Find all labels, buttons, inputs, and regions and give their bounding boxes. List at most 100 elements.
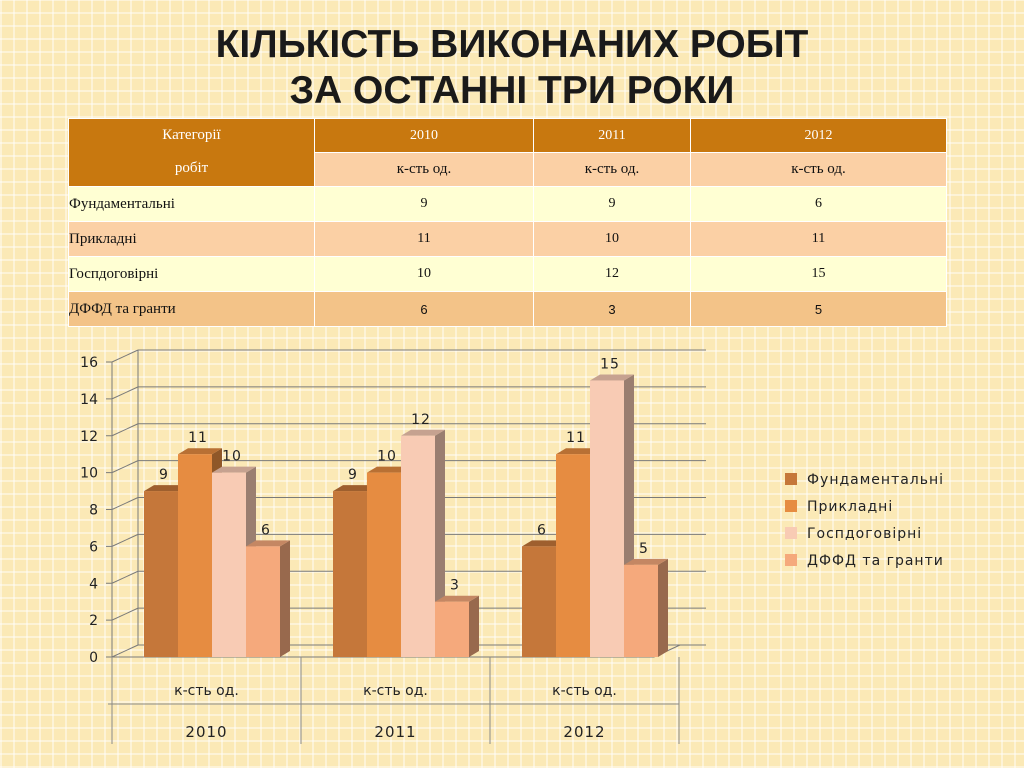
row-label: ДФФД та гранти — [68, 291, 315, 327]
row-label: Фундаментальні — [68, 186, 315, 222]
bar — [144, 491, 178, 657]
bar-value-label: 15 — [600, 356, 620, 372]
x-tick-sublabel: к-сть од. — [174, 683, 239, 699]
row-label: Госпдоговірні — [68, 256, 315, 292]
bar-side — [280, 540, 290, 657]
x-tick-label: 2011 — [374, 723, 416, 741]
header-unit: к-сть од. — [314, 152, 534, 187]
header-category-line2: робіт — [174, 160, 209, 176]
gridline-side — [111, 533, 139, 547]
table-cell: 5 — [690, 291, 947, 327]
bar-value-label: 5 — [639, 541, 649, 557]
bar — [246, 546, 280, 657]
data-table: Категорії робіт 2010 2011 2012 к-сть од.… — [68, 118, 947, 327]
bar — [624, 564, 658, 657]
bar-side — [658, 558, 668, 657]
gridline-side — [111, 497, 139, 510]
table-cell: 3 — [533, 291, 691, 327]
bar — [401, 435, 435, 657]
bar-top — [246, 540, 290, 547]
title-line-1: КІЛЬКІСТЬ ВИКОНАНИХ РОБІТ — [215, 23, 809, 66]
gridline-side — [111, 460, 139, 474]
table-cell: 9 — [314, 186, 534, 222]
y-tick-label: 8 — [89, 503, 98, 519]
bar-value-label: 9 — [159, 467, 169, 483]
table-cell: 15 — [690, 256, 947, 292]
gridline-side — [111, 349, 139, 363]
bar-value-label: 11 — [566, 430, 586, 446]
bar-top — [333, 485, 377, 492]
x-tick-label: 2010 — [185, 723, 227, 741]
bar-value-label: 9 — [348, 467, 358, 483]
header-unit: к-сть од. — [533, 152, 691, 187]
bar-top — [590, 374, 634, 381]
bar-value-label: 12 — [411, 412, 431, 428]
table-cell: 10 — [314, 256, 534, 292]
x-tick-sublabel: к-сть од. — [552, 683, 617, 699]
gridline-side — [111, 423, 139, 437]
header-unit: к-сть од. — [690, 152, 947, 187]
table-cell: 12 — [533, 256, 691, 292]
gridline-side — [111, 607, 139, 621]
legend-swatch — [785, 473, 797, 485]
bar — [178, 454, 212, 657]
bar-value-label: 6 — [261, 522, 271, 538]
bar-value-label: 3 — [450, 578, 460, 594]
table-unit-row: к-сть од. к-сть од. к-сть од. — [69, 152, 947, 187]
bar — [522, 546, 556, 657]
y-tick-label: 6 — [89, 539, 98, 555]
gridline-side — [111, 644, 139, 658]
table-row: Прикладні 11 10 11 — [68, 221, 947, 257]
bar-top — [367, 466, 411, 473]
bar-top — [556, 448, 600, 455]
bar-top — [212, 466, 256, 473]
table-row: Фундаментальні 9 9 6 — [68, 186, 947, 222]
bar-value-label: 11 — [188, 430, 208, 446]
header-year: 2012 — [690, 118, 947, 153]
table-header-row: Категорії робіт 2010 2011 2012 — [68, 118, 947, 187]
table-row: ДФФД та гранти 6 3 5 — [68, 291, 947, 327]
title-line-2: ЗА ОСТАННІ ТРИ РОКИ — [289, 69, 735, 112]
bar-top — [144, 485, 188, 492]
bar-top — [624, 558, 668, 565]
bar — [212, 472, 246, 657]
bar-top — [435, 595, 479, 602]
table-row: Госпдоговірні 10 12 15 — [68, 256, 947, 292]
bar — [590, 380, 624, 657]
x-tick-label: 2012 — [563, 723, 605, 741]
page-title: КІЛЬКІСТЬ ВИКОНАНИХ РОБІТ ЗА ОСТАННІ ТРИ… — [0, 22, 1024, 114]
row-label: Прикладні — [68, 221, 315, 257]
y-tick-label: 0 — [89, 650, 98, 666]
bar-value-label: 10 — [222, 449, 242, 465]
bar-side — [469, 595, 479, 657]
y-tick-label: 16 — [80, 355, 98, 371]
x-tick-sublabel: к-сть од. — [363, 683, 428, 699]
legend-label: Госпдоговірні — [807, 526, 922, 542]
legend-swatch — [785, 554, 797, 566]
bar-value-label: 6 — [537, 522, 547, 538]
bar — [435, 601, 469, 657]
table-cell: 6 — [314, 291, 534, 327]
bar — [556, 454, 590, 657]
bar-value-label: 10 — [377, 449, 397, 465]
bar-top — [178, 448, 222, 455]
legend-swatch — [785, 527, 797, 539]
bar — [367, 472, 401, 657]
legend-label: Прикладні — [807, 499, 893, 515]
legend-label: ДФФД та гранти — [807, 553, 944, 569]
table-cell: 11 — [690, 221, 947, 257]
y-tick-label: 2 — [89, 613, 98, 629]
gridline-side — [111, 386, 139, 400]
header-category: Категорії робіт — [68, 118, 315, 187]
bar-top — [522, 540, 566, 547]
table-cell: 11 — [314, 221, 534, 257]
gridline-side — [111, 570, 139, 584]
bar — [333, 491, 367, 657]
header-year: 2011 — [533, 118, 691, 153]
table-cell: 10 — [533, 221, 691, 257]
y-tick-label: 14 — [80, 392, 98, 408]
y-tick-label: 12 — [80, 429, 98, 445]
y-tick-label: 4 — [89, 576, 98, 592]
table-cell: 6 — [690, 186, 947, 222]
y-tick-label: 10 — [80, 466, 98, 482]
